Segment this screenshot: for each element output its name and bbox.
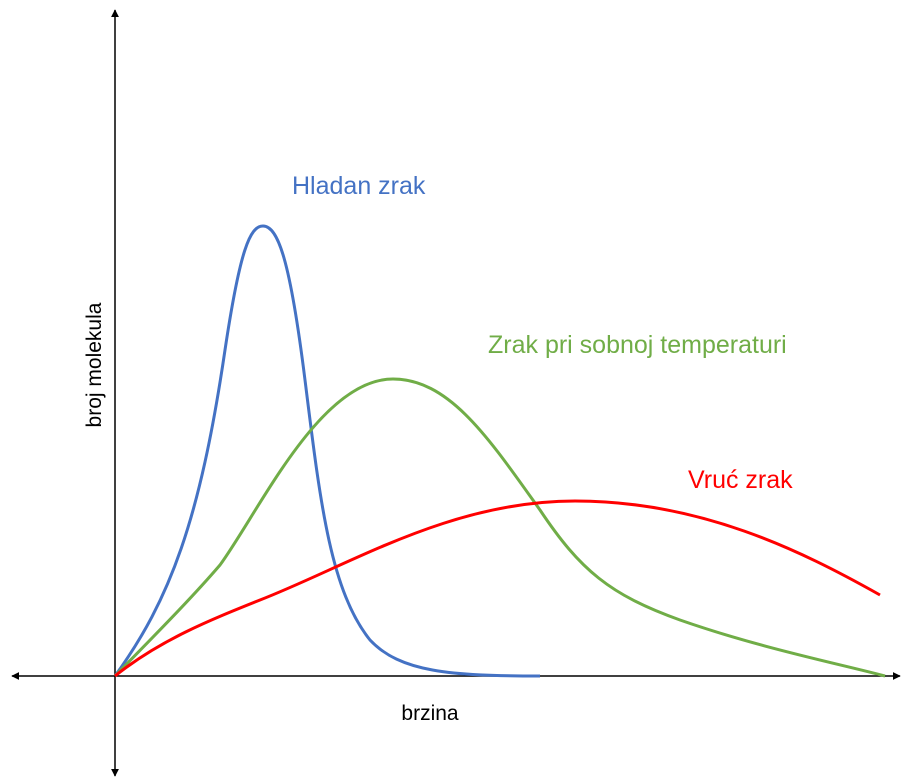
cold-label: Hladan zrak	[292, 172, 426, 200]
hot-curve	[114, 499, 881, 678]
room-curve	[113, 377, 886, 678]
cold-curve	[113, 224, 541, 678]
x-axis-label: brzina	[401, 702, 459, 725]
room-label: Zrak pri sobnoj temperaturi	[488, 331, 787, 359]
hot-label: Vruć zrak	[688, 466, 793, 494]
y-axis-label: broj molekula	[83, 302, 106, 427]
